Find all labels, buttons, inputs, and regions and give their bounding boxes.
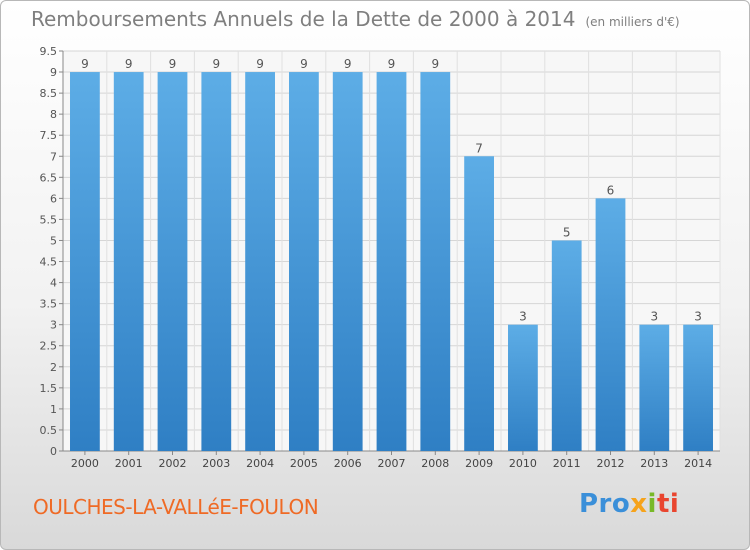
y-tick-label: 6 [50,192,57,205]
data-label: 9 [256,57,264,71]
data-label: 6 [607,183,615,197]
bar [376,72,407,451]
bar [595,198,626,451]
chart-title-text: Remboursements Annuels de la Dette de 20… [31,7,576,31]
data-label: 9 [300,57,308,71]
data-label: 9 [212,57,220,71]
y-tick-label: 8 [50,108,57,121]
bar [420,72,451,451]
bars [70,72,713,451]
x-tick-label: 2007 [378,457,406,470]
y-tick-label: 1.5 [40,382,58,395]
x-tick-label: 2014 [684,457,712,470]
x-tick-label: 2002 [159,457,187,470]
bar [201,72,232,451]
logo-part-2: x [630,489,648,519]
y-tick-label: 9.5 [40,45,58,58]
bar [113,72,144,451]
bar [245,72,275,451]
x-tick-label: 2006 [334,457,362,470]
y-tick-label: 3 [50,319,57,332]
data-label: 9 [431,57,439,71]
logo-part-1: Pro [579,489,631,519]
y-tick-label: 9 [50,66,57,79]
x-tick-label: 2003 [202,457,230,470]
city-name: OULCHES-LA-VALLéE-FOULON [33,495,319,519]
x-tick-label: 2004 [246,457,274,470]
y-tick-label: 2 [50,361,57,374]
proxiti-logo: Proxiti [579,489,679,519]
data-label: 9 [81,57,89,71]
y-tick-label: 8.5 [40,87,58,100]
x-tick-label: 2010 [509,457,537,470]
data-label: 9 [388,57,396,71]
bar [551,240,582,451]
y-tick-label: 4 [50,277,57,290]
y-tick-label: 0 [50,445,57,458]
bar [464,156,494,451]
x-tick-label: 2005 [290,457,318,470]
y-tick-label: 5.5 [40,213,58,226]
x-tick-label: 2001 [115,457,143,470]
bar [332,72,363,451]
bar [70,72,100,451]
x-tick-label: 2013 [640,457,668,470]
data-label: 3 [519,310,527,324]
bar [289,72,319,451]
y-tick-label: 6.5 [40,171,58,184]
bar [157,72,188,451]
x-tick-label: 2009 [465,457,493,470]
data-label: 5 [563,225,571,239]
data-label: 3 [694,310,702,324]
bar [639,324,670,451]
bar [683,324,713,451]
data-label: 9 [125,57,133,71]
y-tick-label: 4.5 [40,256,58,269]
labels: 0 0.5 1 1.5 2 2.5 3 3.5 4 4.5 5 5.5 6 6.5 7 7.5 8 8.5 9 9.5… [40,45,713,470]
y-tick-label: 2.5 [40,340,58,353]
bar [508,324,538,451]
logo-part-3: i [647,489,657,519]
data-label: 9 [344,57,352,71]
chart-title: Remboursements Annuels de la Dette de 20… [31,7,680,31]
x-tick-label: 2000 [71,457,99,470]
y-tick-label: 0.5 [40,424,58,437]
logo-part-4: ti [656,489,680,519]
y-tick-label: 1 [50,403,57,416]
x-tick-label: 2008 [421,457,449,470]
data-label: 7 [475,141,483,155]
y-tick-label: 5 [50,234,57,247]
y-tick-label: 7 [50,150,57,163]
x-tick-label: 2012 [597,457,625,470]
data-label: 9 [169,57,177,71]
y-tick-label: 3.5 [40,298,58,311]
y-tick-label: 7.5 [40,129,58,142]
data-label: 3 [650,310,658,324]
chart-unit: (en milliers d'€) [585,15,680,29]
x-tick-label: 2011 [553,457,581,470]
